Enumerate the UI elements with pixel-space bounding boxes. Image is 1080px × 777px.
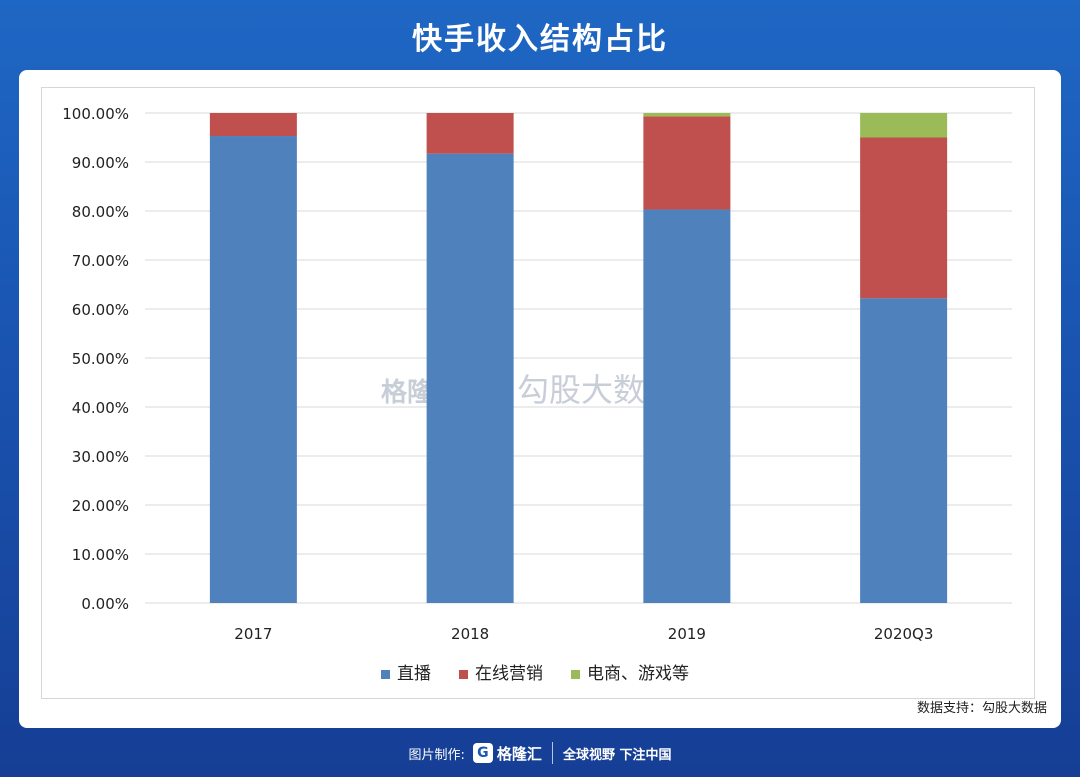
bar-segment (426, 113, 514, 154)
y-tick-label: 90.00% (72, 154, 129, 172)
footer-label: 图片制作: (408, 747, 465, 763)
y-tick-label: 30.00% (72, 448, 129, 466)
brand-logo-icon: G (472, 743, 493, 763)
bar-segment (860, 298, 948, 603)
footer-divider (551, 742, 553, 764)
stacked-bar-chart: 格隆汇 勾股大数据0.00%10.00%20.00%30.00%40.00%50.… (62, 105, 1012, 684)
x-tick-label: 2017 (234, 625, 272, 643)
footer: 图片制作: G 格隆汇 全球视野 下注中国 (0, 738, 1080, 768)
footer-slogan: 全球视野 下注中国 (562, 747, 672, 763)
y-tick-label: 100.00% (62, 105, 129, 123)
y-tick-label: 60.00% (72, 301, 129, 319)
footer-logo-text: 格隆汇 (496, 744, 542, 763)
legend-swatch (381, 670, 390, 679)
y-tick-label: 70.00% (72, 252, 129, 270)
y-tick-label: 10.00% (72, 546, 129, 564)
source-note: 数据支持：勾股大数据 (916, 701, 1047, 716)
y-tick-label: 20.00% (72, 497, 129, 515)
legend-label: 直播 (397, 664, 431, 684)
y-tick-label: 0.00% (81, 595, 129, 613)
legend-swatch (571, 670, 580, 679)
bar-segment (643, 116, 731, 210)
bar-segment (209, 136, 297, 603)
legend-swatch (459, 670, 468, 679)
bar-segment (643, 209, 731, 603)
plot-frame (41, 87, 1035, 699)
legend-label: 电商、游戏等 (587, 664, 689, 684)
bar-segment (426, 153, 514, 604)
x-tick-label: 2020Q3 (874, 625, 934, 643)
bar-segment (643, 113, 731, 117)
x-tick-label: 2019 (668, 625, 706, 643)
y-tick-label: 50.00% (72, 350, 129, 368)
chart-card: 格隆汇 勾股大数据 0.00% 10.00% 20.00% 30.00% 40.00% 50.… (19, 70, 1061, 728)
x-tick-label: 2018 (451, 625, 489, 643)
bar-segment (209, 113, 297, 137)
bar-segment (860, 113, 948, 138)
y-tick-label: 40.00% (72, 399, 129, 417)
y-tick-label: 80.00% (72, 203, 129, 221)
legend-label: 在线营销 (475, 664, 543, 684)
bar-segment (860, 137, 948, 299)
page-title: 快手收入结构占比 (412, 22, 668, 57)
